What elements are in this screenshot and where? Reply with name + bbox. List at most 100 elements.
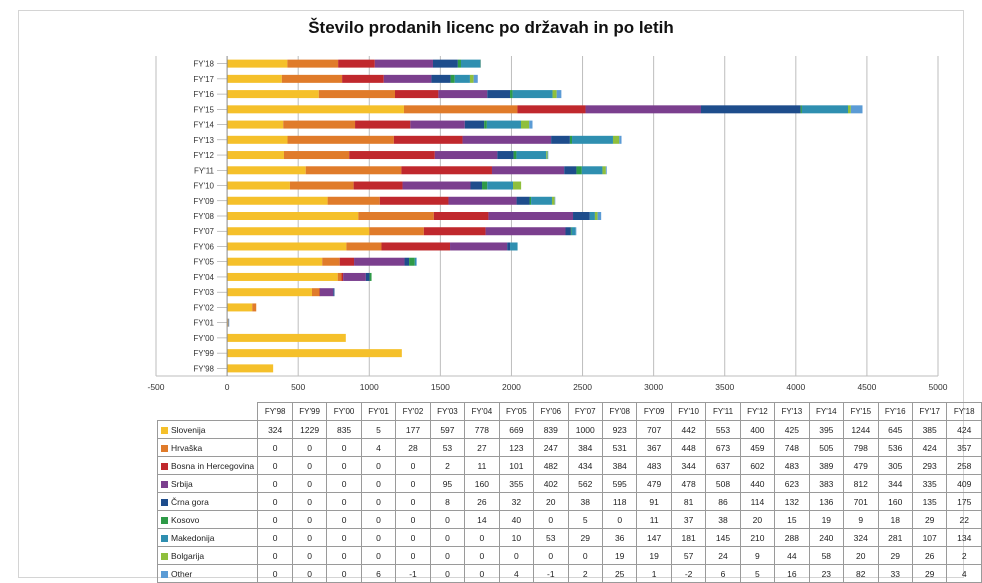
- table-cell: 367: [636, 438, 672, 457]
- legend-label: Kosovo: [171, 514, 200, 525]
- bar-segment: [585, 105, 701, 114]
- table-cell: 701: [843, 492, 879, 511]
- table-cell: 107: [911, 528, 948, 547]
- table-cell: 305: [877, 456, 913, 475]
- x-tick-label: 5000: [929, 382, 948, 392]
- table-cell: 0: [429, 546, 466, 565]
- table-column-header: FY'02: [395, 402, 431, 421]
- table-column-header: FY'04: [464, 402, 500, 421]
- table-column-header: FY'07: [567, 402, 603, 421]
- table-cell: 11: [464, 456, 500, 475]
- table-column-header: FY'05: [498, 402, 535, 421]
- legend-entry: Kosovo: [156, 510, 259, 529]
- table-cell: -1: [533, 564, 569, 583]
- bar-segment: [404, 257, 410, 266]
- table-cell: 0: [257, 438, 293, 457]
- legend-label: Slovenija: [171, 424, 206, 435]
- bar-segment: [434, 151, 498, 160]
- table-cell: 0: [326, 564, 362, 583]
- table-cell: 11: [636, 510, 672, 529]
- bar-segment: [283, 151, 350, 160]
- table-cell: 38: [567, 492, 603, 511]
- table-cell: 0: [567, 546, 603, 565]
- table-cell: 10: [498, 528, 535, 547]
- table-column-header: FY'08: [601, 402, 638, 421]
- table-cell: 20: [739, 510, 776, 529]
- y-tick-label: FY'04: [193, 273, 214, 282]
- table-cell: 0: [395, 474, 431, 493]
- table-cell: 400: [739, 420, 776, 439]
- bar-segment: [612, 135, 620, 144]
- table-cell: 0: [291, 528, 328, 547]
- bar-segment: [227, 120, 284, 129]
- table-cell: 778: [464, 420, 500, 439]
- bar-segment: [573, 212, 590, 220]
- x-tick-label: 2500: [573, 382, 592, 392]
- table-cell: 2: [429, 456, 466, 475]
- table-cell: 531: [601, 438, 638, 457]
- x-tick-label: 1000: [360, 382, 379, 392]
- table-cell: 0: [291, 564, 328, 583]
- table-cell: 4: [498, 564, 535, 583]
- bar-segment: [381, 242, 451, 251]
- y-tick-label: FY'08: [193, 212, 214, 221]
- table-cell: 0: [257, 564, 293, 583]
- bar-segment: [576, 166, 582, 175]
- bar-segment: [491, 166, 565, 175]
- bar-segment: [438, 90, 488, 99]
- table-cell: 0: [464, 546, 500, 565]
- bar-segment: [486, 120, 521, 129]
- table-cell: 2: [567, 564, 603, 583]
- table-cell: 0: [291, 546, 328, 565]
- table-cell: 505: [808, 438, 845, 457]
- table-cell: 384: [567, 438, 603, 457]
- bar-segment: [333, 288, 335, 297]
- bar-segment: [393, 135, 463, 144]
- table-cell: 424: [911, 438, 948, 457]
- table-cell: 0: [464, 564, 500, 583]
- table-cell: 258: [946, 456, 982, 475]
- table-cell: 409: [946, 474, 982, 493]
- bar-segment: [551, 135, 570, 144]
- bar-segment: [547, 151, 549, 160]
- table-cell: 839: [533, 420, 569, 439]
- bar-segment: [512, 90, 553, 99]
- table-cell: 536: [877, 438, 913, 457]
- table-cell: 623: [774, 474, 810, 493]
- table-cell: 0: [395, 492, 431, 511]
- bar-segment: [497, 151, 514, 160]
- table-cell: 0: [360, 546, 397, 565]
- table-cell: 25: [601, 564, 638, 583]
- bar-segment: [572, 135, 613, 144]
- bar-segment: [227, 151, 284, 160]
- table-cell: 637: [705, 456, 741, 475]
- x-tick-label: 1500: [431, 382, 450, 392]
- table-cell: 5: [739, 564, 776, 583]
- table-cell: 132: [774, 492, 810, 511]
- y-tick-label: FY'14: [193, 121, 214, 130]
- table-cell: 383: [808, 474, 845, 493]
- legend-label: Črna gora: [171, 496, 209, 507]
- table-column-header: FY'11: [705, 402, 741, 421]
- bar-segment: [227, 74, 282, 83]
- table-cell: 448: [670, 438, 707, 457]
- table-header-row: FY'98 FY'99 FY'00 FY'01 FY'02 FY'03 FY'04 FY'05…: [158, 402, 982, 421]
- table-cell: 478: [670, 474, 707, 493]
- table-column-header: FY'00: [326, 402, 362, 421]
- bar-segment: [520, 120, 530, 129]
- table-cell: 595: [601, 474, 638, 493]
- table-cell: 479: [843, 456, 879, 475]
- table-cell: 57: [670, 546, 707, 565]
- y-tick-label: FY'17: [193, 75, 214, 84]
- bar-segment: [369, 272, 372, 281]
- table-cell: 147: [636, 528, 672, 547]
- table-cell: 344: [670, 456, 707, 475]
- bar-segment: [341, 272, 344, 281]
- table-cell: 0: [257, 546, 293, 565]
- table-cell: 26: [464, 492, 500, 511]
- bar-segment: [227, 318, 229, 327]
- legend-swatch: [161, 426, 168, 434]
- table-cell: 6: [360, 564, 397, 583]
- table-cell: 483: [636, 456, 672, 475]
- bar-segment: [487, 181, 514, 190]
